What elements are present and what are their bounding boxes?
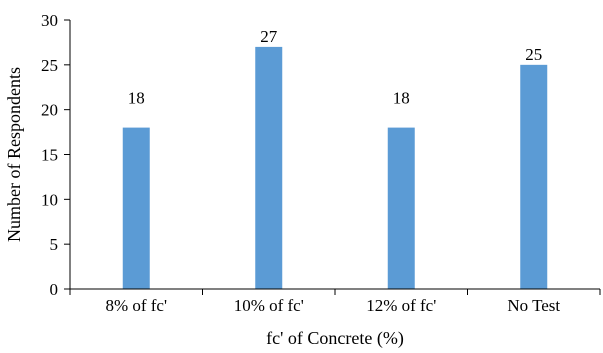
x-category-label: No Test bbox=[507, 296, 560, 315]
bar bbox=[520, 64, 548, 289]
y-tick-label: 30 bbox=[41, 11, 58, 30]
y-tick-label: 20 bbox=[41, 101, 58, 120]
data-label: 27 bbox=[260, 27, 278, 46]
x-axis-title: fc' of Concrete (%) bbox=[266, 328, 404, 349]
bars-group bbox=[122, 46, 548, 290]
x-category-label: 10% of fc' bbox=[234, 296, 304, 315]
y-tick-label: 15 bbox=[41, 146, 58, 165]
y-tick-label: 0 bbox=[50, 280, 59, 299]
y-ticks-group: 0 5 10 15 20 25 30 bbox=[41, 11, 70, 299]
data-label: 25 bbox=[525, 45, 542, 64]
data-labels-group: 18 27 18 25 bbox=[128, 27, 543, 108]
bar bbox=[122, 127, 150, 289]
y-axis-title: Number of Respondents bbox=[4, 67, 24, 242]
bar bbox=[387, 127, 415, 289]
data-label: 18 bbox=[128, 89, 145, 108]
y-tick-label: 10 bbox=[41, 190, 58, 209]
x-categories-group: 8% of fc' 10% of fc' 12% of fc' No Test bbox=[69, 289, 601, 315]
bar bbox=[255, 46, 283, 290]
x-category-label: 8% of fc' bbox=[105, 296, 167, 315]
y-tick-label: 5 bbox=[50, 235, 59, 254]
y-tick-label: 25 bbox=[41, 56, 58, 75]
x-category-label: 12% of fc' bbox=[366, 296, 436, 315]
data-label: 18 bbox=[393, 89, 410, 108]
